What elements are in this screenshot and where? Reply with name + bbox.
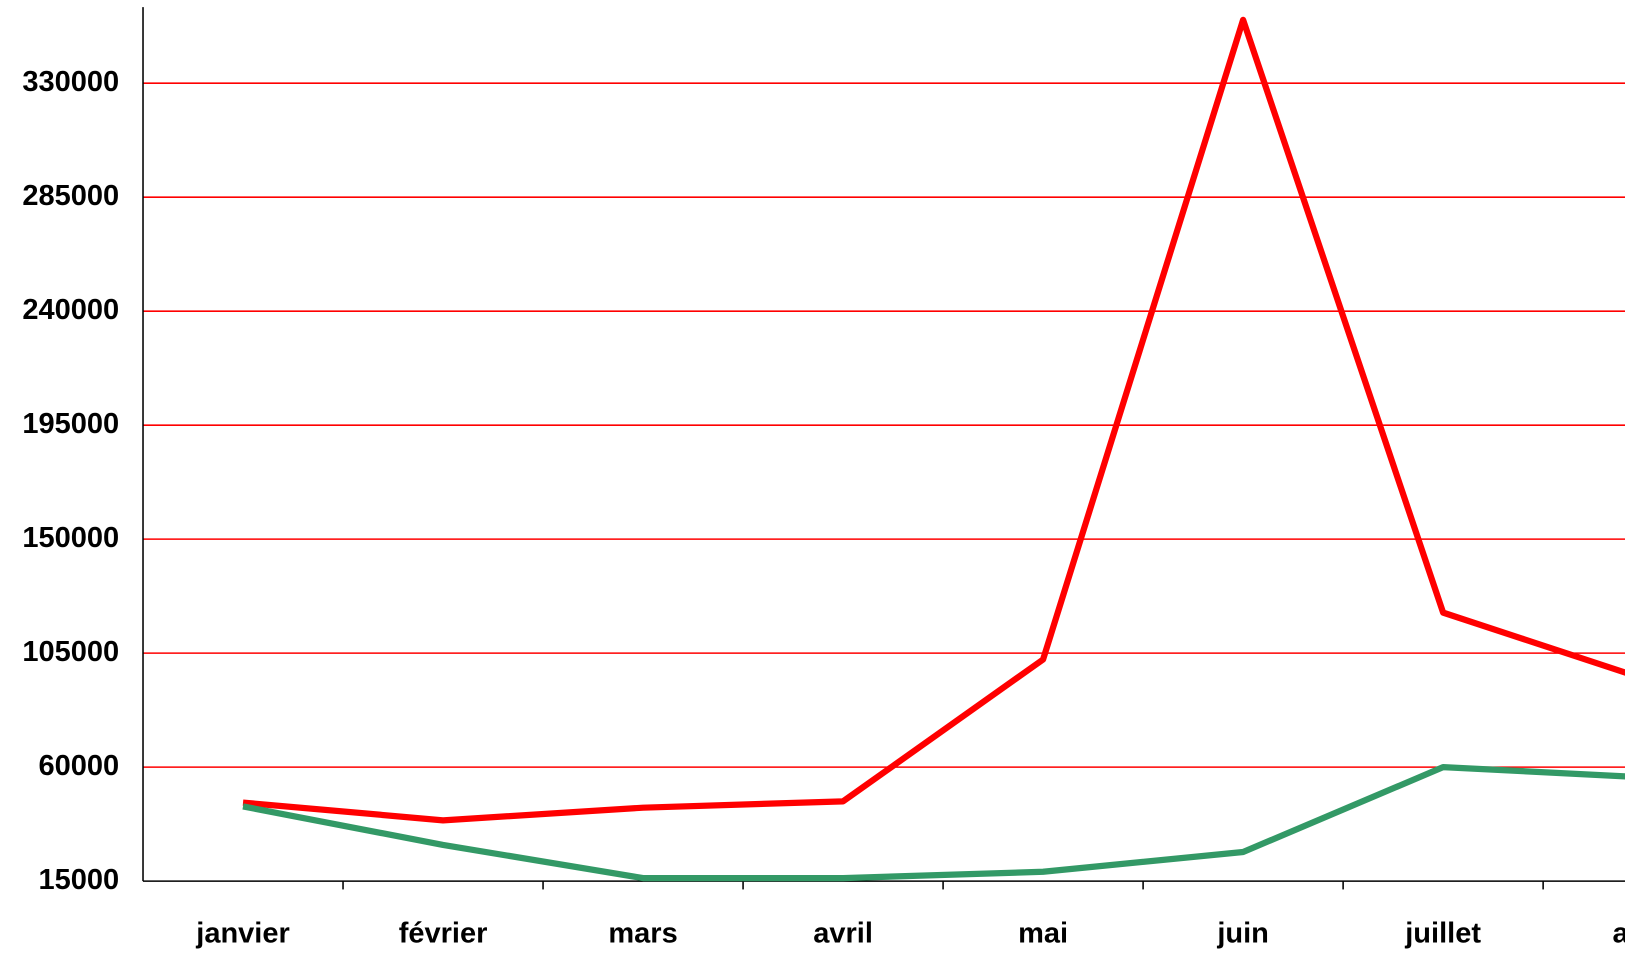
y-tick-label: 285000 [22,180,119,212]
y-tick-label: 105000 [22,636,119,668]
y-tick-label: 240000 [22,294,119,326]
series-line [242,764,1625,882]
y-tick-label: 330000 [22,66,119,98]
y-tick-label: 15000 [39,864,120,896]
x-tick-label: mai [1018,918,1068,950]
x-tick-label: août [1613,918,1625,950]
x-tick-label: mars [608,918,677,950]
x-tick-label: avril [813,918,873,950]
y-tick-label: 60000 [39,750,120,782]
y-tick-label: 195000 [22,408,119,440]
x-tick-label: janvier [195,918,290,950]
x-tick-label: juin [1216,918,1269,950]
y-tick-label: 150000 [22,522,119,554]
x-tick-label: février [399,918,488,950]
series-line [242,16,1625,824]
x-tick-label: juillet [1404,918,1481,950]
